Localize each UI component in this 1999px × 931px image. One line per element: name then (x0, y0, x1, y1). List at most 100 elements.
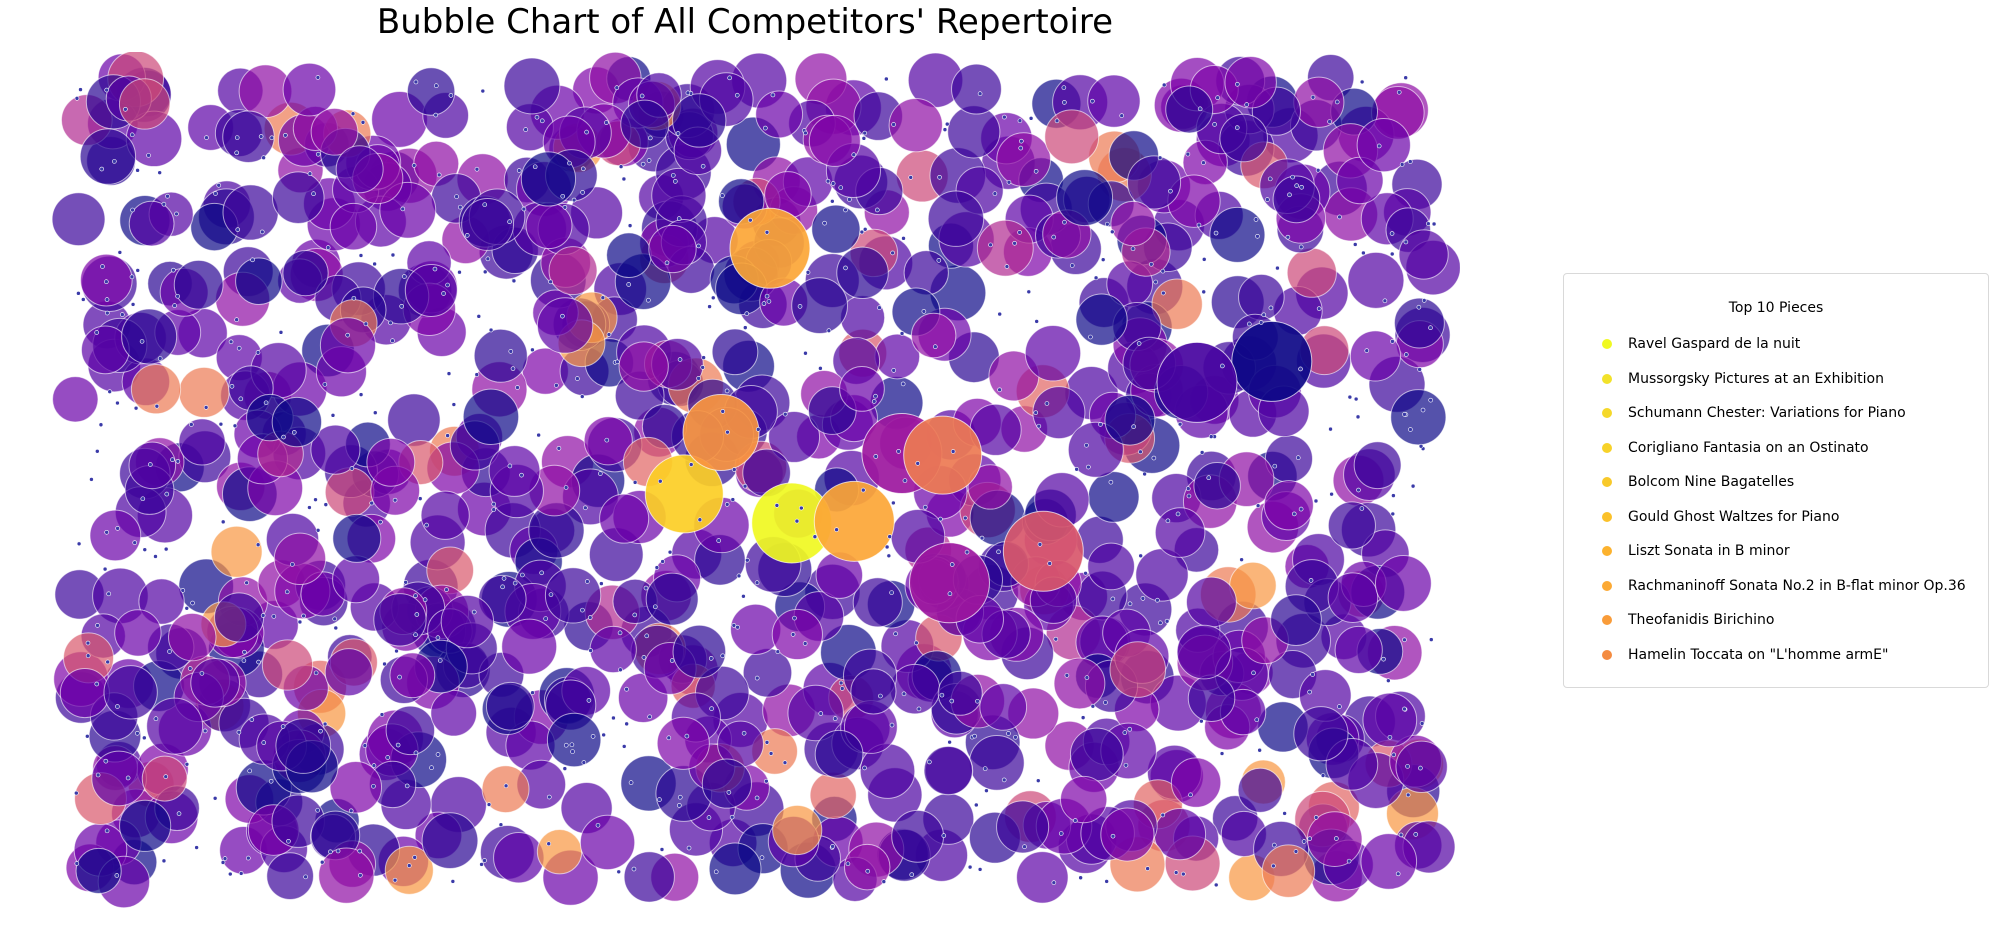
bubble (373, 593, 427, 647)
point-marker (333, 625, 339, 631)
point-marker (583, 505, 588, 511)
bubble (1024, 325, 1082, 382)
point-marker (764, 778, 769, 784)
legend-item: Ravel Gaspard de la nuit (1602, 334, 1800, 354)
point-marker (125, 775, 131, 781)
point-marker (1051, 880, 1057, 885)
point-marker (1405, 792, 1411, 798)
point-marker (1213, 882, 1219, 888)
point-marker (238, 396, 244, 402)
bubble (1087, 471, 1140, 523)
point-marker (335, 848, 341, 854)
point-marker (724, 388, 730, 394)
point-marker (123, 107, 128, 112)
point-marker (632, 480, 638, 485)
bubble (648, 224, 697, 274)
point-marker (135, 730, 140, 736)
bubble (329, 760, 383, 814)
bubble (979, 683, 1028, 731)
point-marker (770, 92, 776, 98)
point-marker (686, 845, 692, 851)
bubble (1349, 330, 1401, 382)
point-marker (130, 207, 135, 213)
legend-item: Rachmaninoff Sonata No.2 in B-flat minor… (1602, 576, 1966, 596)
point-marker (700, 365, 705, 370)
point-marker (1033, 168, 1039, 174)
point-marker (153, 554, 158, 559)
point-marker (220, 860, 226, 865)
point-marker (397, 674, 402, 680)
legend-label: Mussorgsky Pictures at an Exhibition (1628, 370, 1884, 387)
point-marker (724, 502, 730, 507)
point-marker (194, 845, 199, 850)
point-marker (1251, 670, 1256, 676)
bubble (319, 317, 377, 374)
point-marker (1391, 493, 1396, 498)
point-marker (315, 75, 321, 80)
point-marker (601, 732, 606, 738)
point-marker (666, 735, 672, 741)
point-marker (587, 615, 593, 620)
point-marker (563, 485, 569, 490)
point-marker (432, 266, 438, 272)
point-marker (220, 519, 226, 525)
point-marker (255, 350, 261, 355)
point-marker (1033, 410, 1039, 415)
bubble (318, 847, 375, 904)
point-marker (411, 163, 417, 168)
bubble (146, 697, 204, 755)
point-marker (590, 734, 596, 739)
highlighted-bubble (729, 207, 811, 289)
point-marker (562, 205, 568, 210)
point-marker (1123, 762, 1129, 768)
point-marker (710, 295, 716, 301)
point-marker (104, 529, 109, 535)
point-marker (413, 632, 418, 638)
bubble (222, 184, 279, 241)
bubble (275, 718, 332, 774)
point-marker (1165, 518, 1171, 524)
bubble (385, 705, 436, 756)
point-marker (707, 304, 712, 309)
point-marker (379, 712, 385, 717)
point-marker (1235, 81, 1240, 87)
point-marker (688, 462, 694, 467)
bubble (1209, 206, 1266, 263)
point-marker (216, 182, 222, 188)
bubble (310, 424, 361, 475)
point-marker (167, 649, 172, 654)
point-marker (1090, 703, 1096, 709)
point-marker (290, 562, 295, 567)
bubble (461, 198, 515, 251)
point-marker (1119, 113, 1125, 118)
point-marker (1255, 233, 1260, 239)
point-marker (482, 858, 487, 863)
point-marker (571, 197, 577, 203)
bubble (1053, 657, 1106, 710)
point-marker (646, 297, 651, 303)
legend-marker (1602, 373, 1612, 384)
point-marker (1036, 423, 1042, 429)
point-marker (942, 127, 948, 132)
point-marker (914, 640, 919, 646)
point-marker (684, 733, 690, 739)
bubble (282, 62, 337, 117)
point-marker (471, 609, 477, 615)
point-marker (1298, 506, 1304, 512)
point-marker (1098, 422, 1103, 427)
point-marker (503, 783, 509, 789)
point-marker (1301, 839, 1307, 844)
bubble (1237, 767, 1283, 813)
bubble (79, 128, 137, 185)
bubble (51, 192, 106, 247)
point-marker (1148, 261, 1154, 267)
point-marker (938, 516, 943, 522)
point-marker (745, 557, 750, 563)
point-marker (1328, 426, 1333, 432)
point-marker (667, 549, 673, 555)
bubble (266, 852, 314, 901)
bubble (329, 202, 378, 251)
point-marker (902, 478, 908, 483)
bubble (708, 842, 762, 896)
bubble (623, 851, 675, 903)
